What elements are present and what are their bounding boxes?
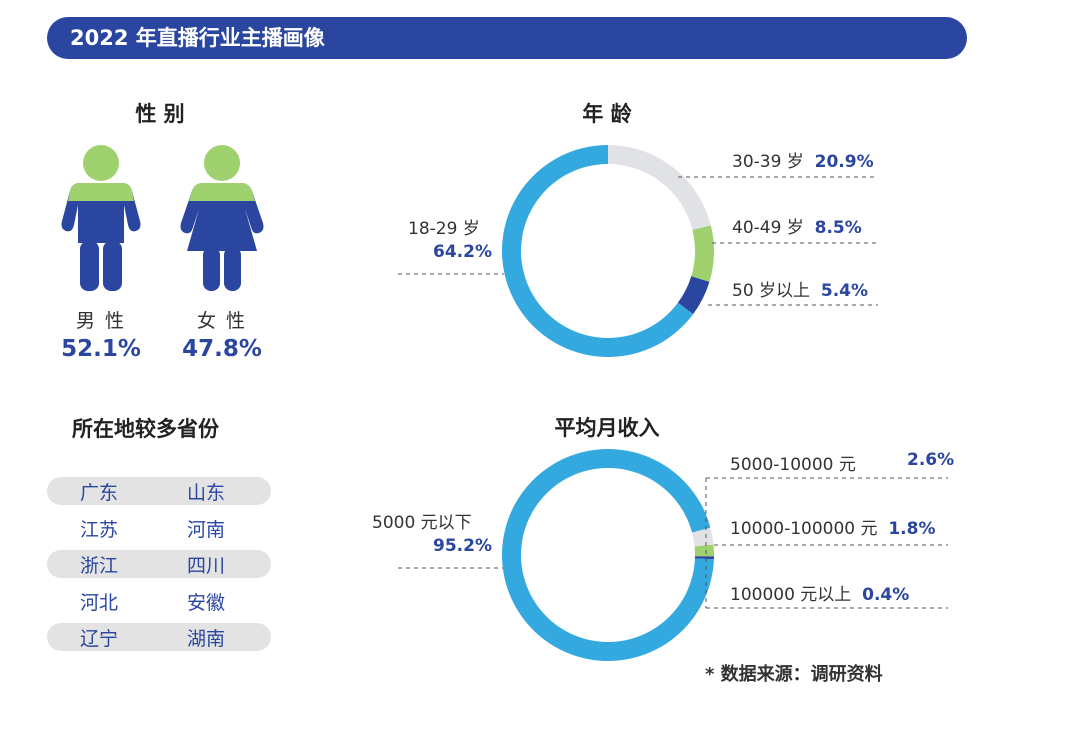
income-slice-label: 5000 元以下: [372, 513, 472, 533]
age-slice-label: 50 岁以上 5.4%: [732, 281, 869, 301]
age-slice-value: 64.2%: [433, 242, 492, 262]
income-slice-value: 1.8%: [888, 519, 936, 539]
provinces-title: 所在地较多省份: [72, 417, 219, 441]
income-slice: [502, 448, 714, 661]
age-chart-title: 年 龄: [582, 102, 632, 126]
age-slice-label: 30-39 岁 20.9%: [732, 152, 874, 172]
female-label: 女 性: [196, 310, 248, 332]
page-title: 2022 年直播行业主播画像: [70, 26, 325, 50]
age-leader-lines: [398, 176, 878, 306]
income-leader-lines: [398, 477, 948, 609]
province-name: 河北: [80, 592, 119, 614]
province-name: 辽宁: [80, 628, 119, 650]
male-figure-icon: [61, 145, 141, 291]
province-name: 安徽: [187, 592, 226, 614]
province-row-band: [47, 477, 271, 505]
age-slice-label: 40-49 岁 8.5%: [732, 218, 862, 238]
province-name: 广东: [80, 482, 119, 504]
income-slice-label: 5000-10000 元: [730, 455, 856, 475]
data-source-note: * 数据来源：调研资料: [705, 664, 883, 685]
province-name: 四川: [187, 555, 226, 577]
age-slice: [677, 276, 710, 315]
age-slice-label: 18-29 岁: [408, 219, 480, 239]
male-percent: 52.1%: [61, 336, 141, 362]
gender-title: 性 别: [135, 102, 185, 126]
income-slice-label: 100000 元以上 0.4%: [730, 585, 910, 605]
income-slice: [694, 544, 714, 557]
income-slice-label: 10000-100000 元 1.8%: [730, 519, 936, 539]
age-slice-value: 8.5%: [814, 218, 862, 238]
province-name: 江苏: [80, 519, 119, 541]
male-label: 男 性: [75, 310, 127, 332]
age-slice: [608, 145, 711, 230]
province-name: 湖南: [187, 628, 226, 650]
female-figure-icon: [180, 145, 264, 291]
age-slice-value: 20.9%: [814, 152, 874, 172]
female-percent: 47.8%: [182, 336, 262, 362]
province-row-band: [47, 623, 271, 651]
income-slice-value: 0.4%: [862, 585, 910, 605]
province-name: 山东: [187, 482, 226, 504]
province-row-band: [47, 550, 271, 578]
income-slice-value: 95.2%: [433, 536, 492, 556]
header-bar: [47, 17, 967, 59]
age-slice-value: 5.4%: [820, 281, 869, 301]
province-name: 浙江: [80, 555, 119, 577]
income-slice: [694, 556, 714, 560]
income-slice: [692, 527, 714, 547]
income-chart-title: 平均月收入: [554, 416, 660, 440]
province-name: 河南: [187, 519, 226, 541]
income-slice-value: 2.6%: [907, 450, 955, 470]
age-slice: [691, 225, 715, 282]
